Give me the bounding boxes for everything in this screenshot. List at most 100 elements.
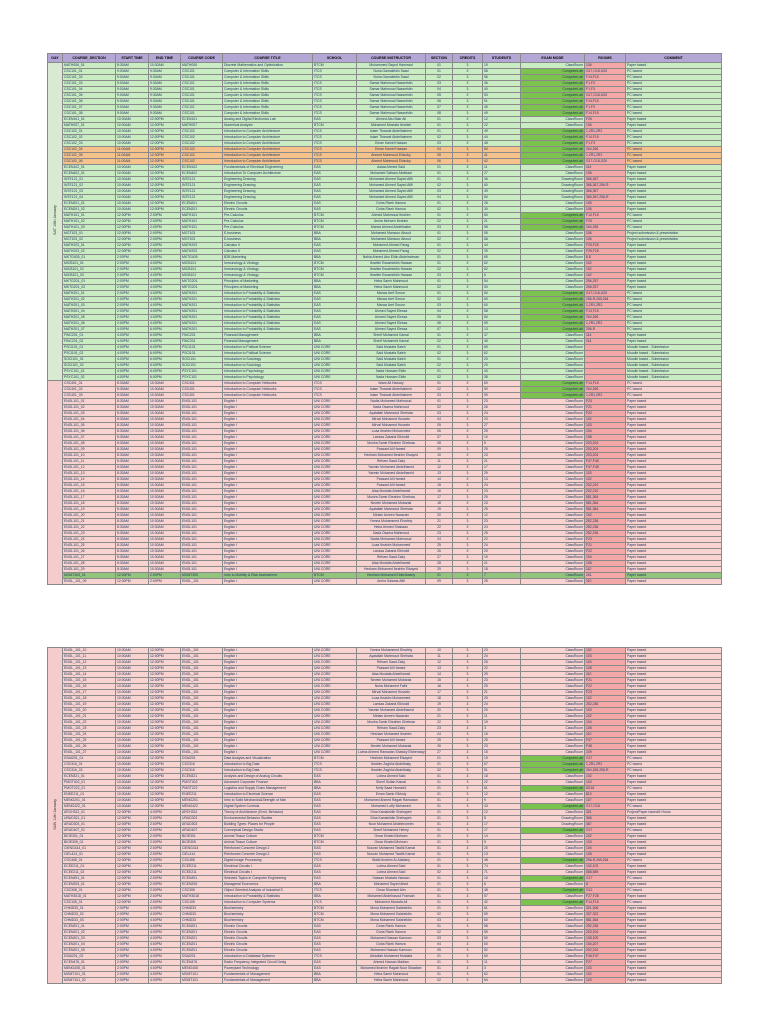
schedule-row: CSC102_02 10:00AM 12:00PM CSC102 Introductio… xyxy=(47,134,722,141)
column-header: COURSE CODE xyxy=(180,53,223,63)
schedule-row: INTE121_04 10:00AM 12:00PM INTE121 Engineeri… xyxy=(47,194,722,201)
cell: 2:00PM xyxy=(115,977,149,984)
cell: 110 xyxy=(584,578,626,585)
cell: 02 xyxy=(425,977,453,984)
schedule-table: DAY COURSE_SECTION START TIME END TIME COURS… xyxy=(47,53,722,585)
schedule-row: MATH101_02 12:00PM 2:00PM MATH101 Pre-Calcul… xyxy=(47,218,722,225)
table-body: SUN 11th January ENGL_101_10 10:00AM 12:00P… xyxy=(47,647,722,984)
cell: BBA xyxy=(312,977,357,984)
day-cell xyxy=(47,380,63,585)
table-body: DAY COURSE_SECTION START TIME END TIME COURS… xyxy=(47,53,722,585)
schedule-row: MGT103_02 12:00PM 2:00PM MGT103 E-business BB… xyxy=(47,236,722,243)
day-cell: SUN 11th January xyxy=(47,647,63,984)
cell: ClassRoom xyxy=(520,977,585,984)
column-header: ROOMS xyxy=(584,53,626,63)
schedule-row: PSCI101_01 4:00PM 6:00PM PSCI101 Introductio… xyxy=(47,344,722,351)
schedule-row: ECEN402_01 10:00AM 12:00PM ECEN402 Introduct… xyxy=(47,170,722,177)
schedule-row: ECEE211_01 12:00PM 2:00PM ECEE211 Electrical… xyxy=(47,863,722,870)
schedule-row: ENGL_101_15 10:00AM 12:00PM ENGL_101 English… xyxy=(47,677,722,684)
schedule-row: ENGL_101_18 10:00AM 12:00PM ENGL_101 English… xyxy=(47,695,722,702)
cell: 103 xyxy=(584,977,626,984)
schedule-row: MGT103_01 12:00PM 2:00PM MGT103 E-business BB… xyxy=(47,230,722,237)
column-header: COURSE TITLE xyxy=(222,53,313,63)
schedule-row: ENGL_101_09 12:00PM 2:00PM ENGL_101 English … xyxy=(47,578,722,585)
schedule-row: PSYC101_02 4:00PM 6:00PM PSYC101 Introductio… xyxy=(47,374,722,381)
schedule-row: MICB101_02 2:00PM 4:00PM MICB101 Immunology … xyxy=(47,266,722,273)
schedule-row: CSC308_01 12:00PM 2:00PM CSC308 Object Orien… xyxy=(47,887,722,894)
header-row: DAY COURSE_SECTION START TIME END TIME COURS… xyxy=(47,53,722,63)
column-header: CREDITS xyxy=(452,53,483,63)
schedule-row: FINC201_02 4:00PM 6:00PM FINC201 Financial M… xyxy=(47,338,722,345)
column-header: EXAM MODE xyxy=(520,53,585,63)
schedule-row: ECEN201_04 2:00PM 4:00PM ECEN201 Electric Ci… xyxy=(47,941,722,948)
cell: Lobna Ahmed Ramadan Shawky Elshenawy xyxy=(356,749,426,756)
schedule-row: CSC102_03 10:00AM 12:00PM CSC102 Introductio… xyxy=(47,140,722,147)
cell: 12:00PM xyxy=(115,578,149,585)
cell: Mohamed Ahmed Ragab Ramadan xyxy=(356,797,426,804)
cell: Paper based xyxy=(625,578,722,585)
cell: Nahla Ahmed Abu Eldin Abdelrahman xyxy=(356,254,426,261)
column-header: SCHOOL xyxy=(312,53,357,63)
cell: English I xyxy=(222,578,313,585)
schedule-row: MKTG201_02 2:00PM 4:00PM MKTG201 Principles … xyxy=(47,284,722,291)
schedule-row: MGMT305_01 12:00PM 2:00PM MGMT305 Intro to M… xyxy=(47,572,722,579)
cell: 4:00PM xyxy=(148,977,181,984)
column-header: COURSE_SECTION xyxy=(62,53,116,63)
schedule-row: CHMD33_02 2:00PM 4:00PM CHMD33 Biochemistry B… xyxy=(47,911,722,918)
cell: MGMT101 xyxy=(180,977,223,984)
schedule-row: CSC316_01 10:00AM 12:00PM CSC316 Introductio… xyxy=(47,761,722,768)
schedule-row: MATH203_01 12:00PM 2:00PM MATH203 Calculus I… xyxy=(47,242,722,249)
day-cell: SAT 10th January xyxy=(47,62,63,381)
schedule-row: ARCH312_01 12:00PM 4:00PM ARCH312 Theory of … xyxy=(47,809,722,816)
schedule-row: MATH201_02 2:00PM 4:00PM MATH201 Introductio… xyxy=(47,296,722,303)
cell: ENGL_101 xyxy=(180,578,223,585)
schedule-row: ECEE211_02 12:00PM 2:00PM ECEE211 Electrical… xyxy=(47,869,722,876)
cell: 25 xyxy=(482,578,521,585)
schedule-row: INTE121_02 10:00AM 12:00PM INTE121 Engineeri… xyxy=(47,182,722,189)
schedule-row: MKTG201_01 2:00PM 4:00PM MKTG201 Principles … xyxy=(47,278,722,285)
schedule-row: BIOE301_01 12:00PM 2:00PM BIOE301 Animal Tis… xyxy=(47,833,722,840)
schedule-row: BIOE305_01 12:00PM 2:00PM BIOE305 Animal Tis… xyxy=(47,839,722,846)
schedule-row: ENGL_101_22 10:00AM 12:00PM ENGL_101 English… xyxy=(47,719,722,726)
schedule-row: CSC401_01 8:30AM 10:30AM CSC401 Introduction… xyxy=(47,380,722,585)
cell: 2:00PM xyxy=(148,578,181,585)
schedule-row: INTE121_01 10:00AM 12:00PM INTE121 Engineeri… xyxy=(47,176,722,183)
cell: Fundamentals of Management xyxy=(222,977,313,984)
schedule-row: ENGL_101_25 10:00AM 12:00PM ENGL_101 English… xyxy=(47,737,722,744)
schedule-row: ENGL_101_24 10:00AM 12:00PM ENGL_101 English… xyxy=(47,731,722,738)
cell: 3 xyxy=(452,977,483,984)
schedule-row: DSAI201_01 10:00AM 12:00PM DSAI201 Data Anal… xyxy=(47,755,722,762)
cell: 3 xyxy=(452,578,483,585)
schedule-row: CSC101_03 9:00AM 9:30AM CSC101 Computer & In… xyxy=(47,80,722,87)
cell: MGMT101_02 xyxy=(62,977,116,984)
schedule-row: MATH101_03 12:00PM 2:00PM MATH101 Pre-Calcul… xyxy=(47,224,722,231)
cell: Hesham Mohamed Ibrahim Elsayed xyxy=(356,452,426,459)
cell: Heba Samir Mahmoud xyxy=(356,977,426,984)
cell: UNI CORE xyxy=(312,578,357,585)
schedule-row: CSC401_02 8:30AM 10:30AM CSC401 Introduction… xyxy=(47,386,722,393)
column-header: STUDENTS xyxy=(482,53,521,63)
cell: Mohamed Ibrahim Ragab Nour Shaaban xyxy=(356,965,426,972)
cell: 64 xyxy=(482,977,521,984)
schedule-row: CSC101_08 9:00AM 9:30AM CSC101 Computer & In… xyxy=(47,110,722,117)
schedule-row: ECEN102_01 10:00AM 12:00PM ECEN102 Fundament… xyxy=(47,164,722,171)
schedule-row: ENGL_101_11 10:00AM 12:00PM ENGL_101 English… xyxy=(47,653,722,660)
schedule-row: CIEL414_01 12:00PM 2:00PM CIEL414 Reinforced… xyxy=(47,851,722,858)
cell: ENGL_101_09 xyxy=(62,578,116,585)
schedule-row: MGMT101_02 2:00PM 4:00PM MGMT101 Fundamental… xyxy=(47,977,722,984)
column-header: COMMENT xyxy=(625,53,722,63)
column-header: SECTION xyxy=(425,53,453,63)
cell: ClassRoom xyxy=(520,578,585,585)
cell: Amira Salama Afifi xyxy=(356,578,426,585)
schedule-row: CSC401_03 8:30AM 10:30AM CSC401 Introduction… xyxy=(47,392,722,399)
column-header: COURSE INSTRUCTOR xyxy=(356,53,426,63)
schedule-table: SUN 11th January ENGL_101_10 10:00AM 12:00P… xyxy=(47,647,722,984)
